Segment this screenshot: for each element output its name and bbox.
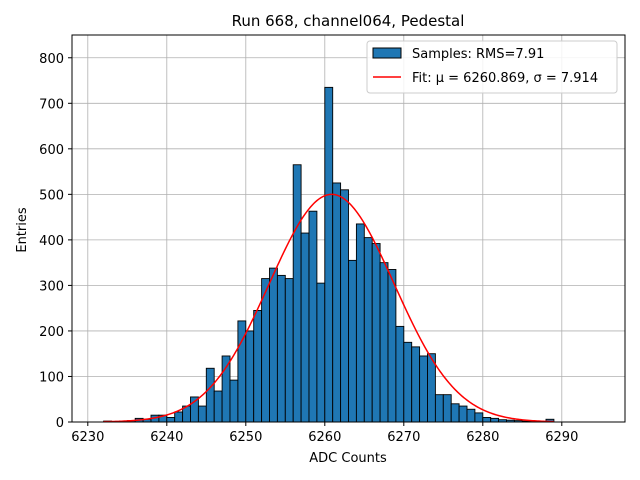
y-tick-label: 400 — [39, 234, 64, 249]
legend-swatch-samples — [372, 47, 402, 59]
histogram-bar — [166, 416, 176, 423]
histogram-bar — [300, 232, 310, 423]
x-tick-label: 6240 — [150, 430, 183, 445]
histogram-bar — [387, 269, 397, 423]
y-tick-label: 700 — [39, 97, 64, 112]
histogram-bar — [450, 403, 460, 423]
histogram-bar — [434, 394, 444, 423]
y-axis-title: Entries — [15, 207, 30, 253]
x-tick-label: 6260 — [308, 430, 341, 445]
histogram-bar — [340, 189, 349, 423]
histogram-bar — [458, 405, 468, 423]
histogram-bar — [379, 262, 389, 423]
fit-curve-group — [103, 193, 554, 423]
plot-frame — [71, 34, 626, 423]
x-tick-label: 6290 — [545, 430, 578, 445]
histogram-bar — [466, 408, 476, 423]
histogram-bar — [395, 325, 405, 423]
histogram-bar — [174, 411, 184, 423]
histogram-bar — [253, 310, 263, 423]
histogram-bar — [213, 390, 223, 423]
y-tick-label: 300 — [39, 279, 64, 294]
histogram-bar — [276, 274, 286, 423]
y-tick-label: 0 — [56, 416, 64, 431]
legend: Samples: RMS=7.91 Fit: μ = 6260.869, σ =… — [366, 40, 618, 94]
histogram-bar — [442, 394, 452, 423]
x-tick-label: 6270 — [387, 430, 420, 445]
legend-label-fit: Fit: μ = 6260.869, σ = 7.914 — [412, 71, 598, 86]
histogram-bar — [197, 405, 207, 423]
histogram-bar — [284, 278, 294, 423]
histogram-bar — [411, 346, 421, 423]
x-tick-label: 6250 — [229, 430, 262, 445]
histogram-bar — [371, 243, 381, 423]
histogram-bar — [348, 259, 357, 423]
histogram-bar — [403, 341, 413, 423]
fit-curve — [103, 193, 554, 423]
legend-label-samples: Samples: RMS=7.91 — [412, 47, 544, 62]
x-axis-title: ADC Counts — [309, 451, 387, 466]
x-tick-label: 6230 — [71, 430, 104, 445]
histogram-bar — [221, 355, 231, 423]
histogram-bar — [245, 330, 255, 423]
histogram-bars — [103, 86, 555, 423]
y-tick-label: 200 — [39, 325, 64, 340]
histogram-bar — [261, 278, 270, 423]
y-tick-label: 600 — [39, 143, 64, 158]
histogram-bar — [205, 367, 215, 423]
x-tick-label: 6280 — [466, 430, 499, 445]
axis-ticks: 6230 6240 6250 6260 6270 6280 6290 0 100 200 300 40… — [39, 52, 578, 445]
histogram-bar — [355, 223, 365, 423]
histogram-bar — [419, 355, 428, 423]
histogram-bar — [332, 182, 342, 423]
y-tick-label: 100 — [39, 370, 64, 385]
histogram-bar — [316, 282, 326, 423]
histogram-bar — [229, 379, 239, 423]
chart-title: Run 668, channel064, Pedestal — [232, 12, 465, 30]
legend-box — [366, 40, 618, 94]
histogram-bar — [490, 417, 500, 423]
histogram-bar — [474, 412, 484, 423]
histogram-bar — [482, 416, 492, 423]
histogram-bar — [363, 237, 373, 423]
histogram-bar — [308, 210, 318, 423]
y-tick-label: 800 — [39, 52, 64, 67]
y-tick-label: 500 — [39, 188, 64, 203]
histogram-bar — [324, 86, 334, 423]
histogram-bar — [269, 267, 278, 423]
axes-frame — [71, 34, 626, 423]
histogram-bar — [292, 164, 302, 423]
